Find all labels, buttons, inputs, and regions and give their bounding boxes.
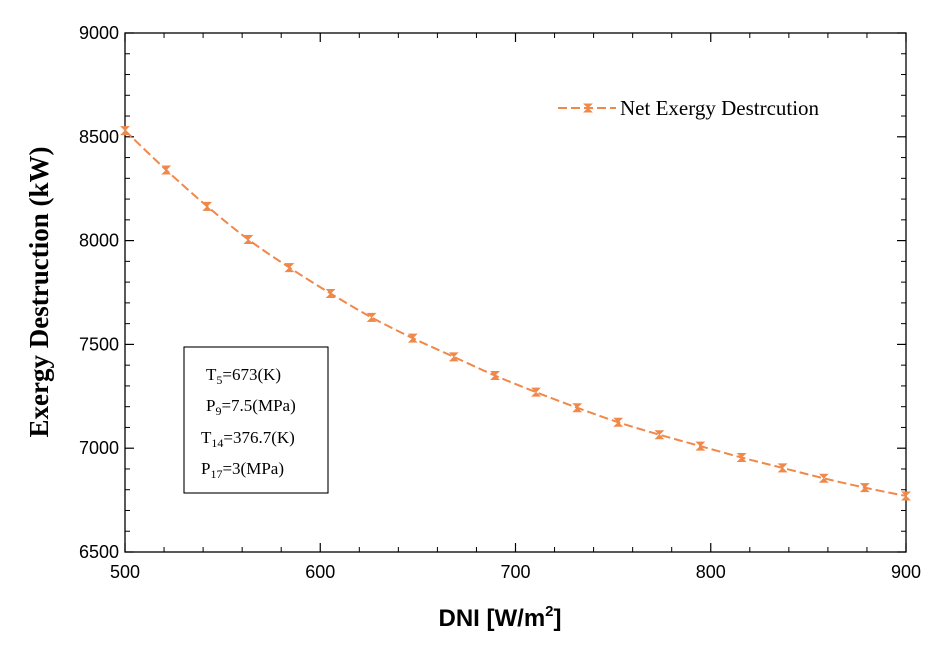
data-point — [407, 333, 418, 343]
data-point — [777, 463, 788, 473]
tick-labels: 500 600 700 800 900 6500 7000 7500 8000 8500 9000 — [79, 23, 921, 582]
data-point — [818, 473, 829, 483]
x-tick-label: 700 — [500, 562, 530, 582]
data-point — [654, 430, 665, 440]
y-tick-label: 7500 — [79, 334, 119, 354]
x-tick-label: 500 — [110, 562, 140, 582]
y-axis-title: Exergy Destruction (kW) — [24, 147, 54, 438]
annotation-t5: T5=673(K) — [206, 365, 281, 387]
y-tick-label: 7000 — [79, 438, 119, 458]
x-axis-title-main: DNI [W/m — [439, 605, 546, 632]
data-point — [572, 403, 583, 413]
x-axis-title-end: ] — [554, 605, 562, 632]
x-tick-label: 800 — [696, 562, 726, 582]
y-tick-label: 8500 — [79, 127, 119, 147]
ticks — [124, 32, 907, 553]
x-tick-label: 900 — [891, 562, 921, 582]
annotation-box: T5=673(K) P9=7.5(MPa) T14=376.7(K) P17=3… — [183, 346, 329, 494]
x-axis-title-sup: 2 — [545, 603, 553, 620]
annotation-t14: T14=376.7(K) — [201, 428, 295, 450]
y-tick-label: 8000 — [79, 231, 119, 251]
data-point — [859, 483, 870, 493]
data-point — [366, 312, 377, 322]
y-tick-label: 6500 — [79, 542, 119, 562]
data-point — [202, 201, 213, 211]
annotation-p17: P17=3(MPa) — [201, 459, 284, 481]
data-point — [736, 453, 747, 463]
legend: Net Exergy Destrcution — [558, 96, 820, 120]
data-point — [531, 387, 541, 397]
annotation-frame — [183, 346, 329, 494]
data-point — [901, 491, 911, 501]
series-layer — [120, 126, 911, 501]
legend-marker-glyph — [583, 103, 593, 113]
legend-label: Net Exergy Destrcution — [620, 96, 820, 120]
data-point — [325, 289, 336, 299]
series-line — [124, 129, 907, 497]
x-axis-title: DNI [W/m2] — [439, 603, 562, 632]
x-tick-label: 600 — [305, 562, 335, 582]
annotation-p9: P9=7.5(MPa) — [206, 396, 296, 418]
data-point — [120, 126, 130, 136]
data-point — [613, 417, 624, 427]
legend-marker — [583, 103, 593, 113]
data-point — [161, 165, 172, 175]
data-point — [695, 441, 706, 451]
data-point — [243, 235, 254, 245]
data-point — [284, 263, 295, 273]
data-point — [490, 371, 500, 381]
data-point — [448, 352, 459, 362]
y-tick-label: 9000 — [79, 23, 119, 43]
